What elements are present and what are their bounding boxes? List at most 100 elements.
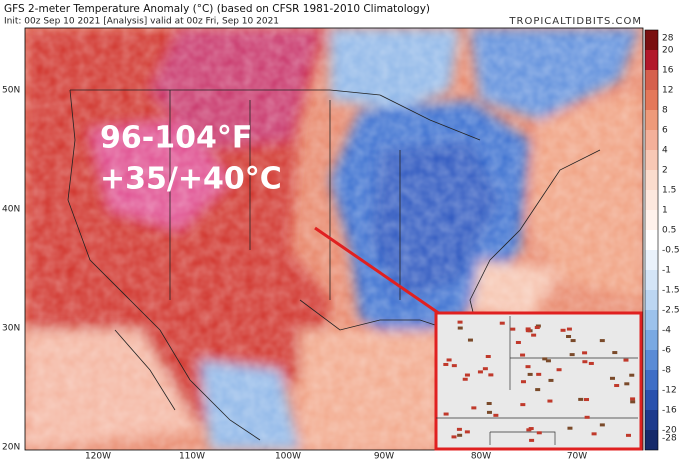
- colorbar-label: 0.5: [662, 226, 676, 236]
- station-dot: [520, 403, 526, 407]
- colorbar-label: -2.5: [662, 306, 680, 316]
- inset-station-map: [434, 311, 643, 451]
- colorbar-label: -28: [662, 434, 677, 444]
- station-dot: [510, 327, 516, 331]
- colorbar-label: -12: [662, 386, 677, 396]
- longitude-label: 110W: [179, 452, 205, 462]
- station-dot: [599, 339, 605, 343]
- colorbar-label: 12: [662, 86, 673, 96]
- station-dot: [493, 413, 499, 417]
- colorbar-swatch: [645, 150, 658, 170]
- station-dot: [570, 339, 576, 343]
- colorbar-swatch: [645, 270, 658, 290]
- longitude-label: 120W: [85, 452, 111, 462]
- colorbar-swatch: [645, 370, 658, 390]
- longitude-label: 70W: [567, 452, 587, 462]
- colorbar: 28 20 16 12 8 6 4 2 1.5 1 0.5 -0.5 -1 -1.5 -2.5 -4 -6 -8 -…: [644, 29, 680, 451]
- colorbar-label: 16: [662, 66, 674, 76]
- colorbar-swatch: [645, 310, 658, 330]
- colorbar-swatch: [645, 210, 658, 230]
- colorbar-swatch: [645, 250, 658, 270]
- station-dot: [486, 410, 492, 414]
- station-dot: [520, 380, 526, 384]
- station-dot: [584, 415, 590, 419]
- station-dot: [525, 365, 531, 369]
- colorbar-swatch: [645, 330, 658, 350]
- colorbar-swatch: [645, 130, 658, 150]
- station-dot: [578, 397, 584, 401]
- station-dot: [584, 398, 590, 402]
- station-dot: [457, 320, 463, 324]
- colorbar-swatch: [645, 30, 658, 50]
- colorbar-swatch: [645, 90, 658, 110]
- latitude-label: 20N: [2, 443, 20, 453]
- station-dot: [451, 435, 457, 439]
- station-dot: [477, 370, 483, 374]
- annotation-fahrenheit: 96-104°F: [100, 121, 252, 156]
- station-dot: [467, 338, 473, 342]
- station-dot: [625, 433, 631, 437]
- colorbar-label: -20: [662, 426, 677, 436]
- colorbar-label: -6: [662, 346, 671, 356]
- station-dot: [623, 358, 629, 362]
- colorbar-swatch: [645, 110, 658, 130]
- station-dot: [451, 364, 457, 368]
- station-dot: [485, 355, 491, 359]
- colorbar-swatch: [645, 430, 658, 450]
- colorbar-swatch: [645, 410, 658, 430]
- map-subtitle: Init: 00z Sep 10 2021 [Analysis] valid a…: [4, 17, 279, 27]
- station-dot: [569, 353, 575, 357]
- colorbar-label: 8: [662, 106, 668, 116]
- station-dot: [443, 412, 449, 416]
- colorbar-label: -0.5: [662, 246, 680, 256]
- station-dot: [548, 378, 554, 382]
- colorbar-swatch: [645, 70, 658, 90]
- colorbar-label: 20: [662, 46, 674, 56]
- station-dot: [535, 324, 541, 328]
- station-dot: [556, 368, 562, 372]
- colorbar-label: 6: [662, 126, 668, 136]
- station-dot: [488, 373, 494, 377]
- colorbar-swatch: [645, 50, 658, 70]
- station-dot: [630, 397, 636, 401]
- station-dot: [531, 333, 537, 337]
- station-dot: [567, 426, 573, 430]
- station-dot: [599, 423, 605, 427]
- latitude-label: 30N: [2, 324, 20, 334]
- colorbar-label: -1: [662, 266, 671, 276]
- colorbar-label: 4: [662, 146, 668, 156]
- station-dot: [547, 399, 553, 403]
- station-dot: [560, 328, 566, 332]
- station-dot: [588, 361, 594, 365]
- station-dot: [529, 438, 535, 442]
- station-dot: [582, 351, 588, 355]
- station-dot: [609, 376, 615, 380]
- station-dot: [457, 433, 463, 437]
- colorbar-label: -16: [662, 406, 677, 416]
- station-dot: [542, 357, 548, 361]
- longitude-label: 90W: [374, 452, 394, 462]
- station-dot: [499, 321, 505, 325]
- colorbar-swatch: [645, 190, 658, 210]
- colorbar-swatch: [645, 350, 658, 370]
- colorbar-label: -8: [662, 366, 671, 376]
- longitude-label: 80W: [471, 452, 491, 462]
- colorbar-label: 2: [662, 166, 668, 176]
- colorbar-label: -1.5: [662, 286, 680, 296]
- colorbar-label: 28: [662, 34, 674, 44]
- station-dot: [545, 359, 551, 363]
- station-dot: [471, 406, 477, 410]
- colorbar-label: 1.5: [662, 186, 676, 196]
- station-dot: [443, 362, 449, 366]
- colorbar-swatch: [645, 390, 658, 410]
- station-dot: [591, 432, 597, 436]
- station-dot: [520, 353, 526, 357]
- station-dot: [534, 326, 540, 330]
- colorbar-swatch: [645, 170, 658, 190]
- colorbar-swatch: [645, 290, 658, 310]
- station-dot: [464, 373, 470, 377]
- station-dot: [624, 382, 630, 386]
- annotation-celsius: +35/+40°C: [100, 162, 282, 197]
- station-dot: [566, 327, 572, 331]
